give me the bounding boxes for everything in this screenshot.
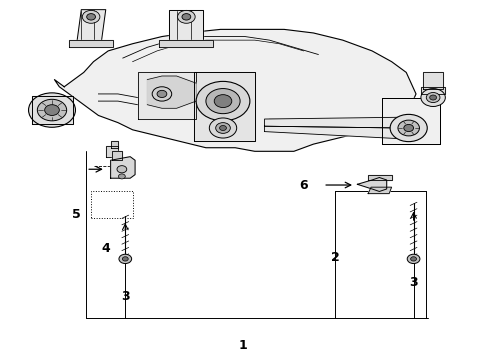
Polygon shape xyxy=(159,40,213,47)
Circle shape xyxy=(196,81,250,121)
Circle shape xyxy=(214,95,232,108)
Polygon shape xyxy=(138,72,196,119)
Polygon shape xyxy=(111,157,135,178)
Circle shape xyxy=(28,93,75,127)
Circle shape xyxy=(390,114,427,141)
Circle shape xyxy=(398,120,419,136)
Circle shape xyxy=(152,87,171,101)
Circle shape xyxy=(117,166,127,173)
Circle shape xyxy=(220,126,226,131)
Circle shape xyxy=(119,254,132,264)
Polygon shape xyxy=(368,187,392,194)
Circle shape xyxy=(216,123,230,134)
Circle shape xyxy=(45,105,59,116)
Polygon shape xyxy=(111,140,118,148)
Circle shape xyxy=(421,89,445,107)
Polygon shape xyxy=(423,72,443,89)
Circle shape xyxy=(407,254,420,264)
Circle shape xyxy=(209,118,237,138)
Circle shape xyxy=(87,14,96,20)
Text: 5: 5 xyxy=(72,208,81,221)
Polygon shape xyxy=(106,146,118,157)
Polygon shape xyxy=(76,10,106,45)
Polygon shape xyxy=(265,126,411,139)
Polygon shape xyxy=(382,98,441,144)
Polygon shape xyxy=(265,117,411,128)
Text: 6: 6 xyxy=(299,179,308,192)
Circle shape xyxy=(177,10,195,23)
Text: 3: 3 xyxy=(121,290,129,303)
Polygon shape xyxy=(421,87,445,94)
Circle shape xyxy=(411,257,416,261)
Circle shape xyxy=(430,95,437,100)
Polygon shape xyxy=(368,175,392,180)
Circle shape xyxy=(82,10,100,23)
Circle shape xyxy=(206,89,240,114)
Text: 1: 1 xyxy=(238,339,247,352)
Polygon shape xyxy=(357,177,387,192)
Polygon shape xyxy=(112,151,122,160)
Polygon shape xyxy=(69,40,113,47)
Circle shape xyxy=(119,174,125,179)
Circle shape xyxy=(182,14,191,20)
Circle shape xyxy=(37,99,67,121)
Circle shape xyxy=(157,90,167,98)
Text: 3: 3 xyxy=(409,276,418,289)
Polygon shape xyxy=(32,96,73,125)
Text: 4: 4 xyxy=(101,242,110,255)
Polygon shape xyxy=(194,72,255,140)
Text: 2: 2 xyxy=(331,251,340,264)
Polygon shape xyxy=(169,10,203,45)
Polygon shape xyxy=(54,30,416,151)
Polygon shape xyxy=(147,76,196,108)
Circle shape xyxy=(426,93,440,103)
Circle shape xyxy=(122,257,128,261)
Circle shape xyxy=(404,125,414,132)
